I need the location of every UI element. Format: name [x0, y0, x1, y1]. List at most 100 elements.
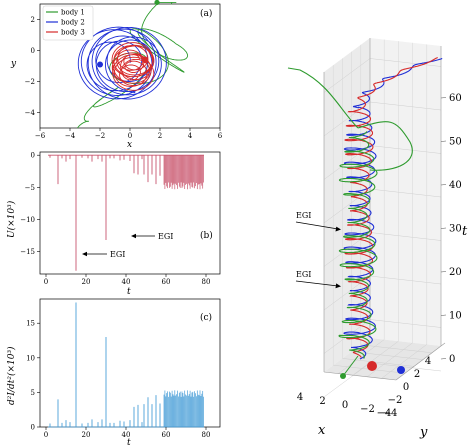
box-edge [440, 342, 446, 347]
panel-b-ylabel: U(×10³) [6, 200, 17, 238]
ytick-label: 5 [31, 389, 35, 397]
xtick-label: 60 [162, 431, 171, 439]
ytick-label: 10 [26, 354, 35, 362]
panel-c-xticks: 0 20 40 60 80 [44, 427, 211, 439]
grid-line-side [323, 319, 371, 354]
floor-grid [342, 358, 415, 367]
y-tick-label: 2 [414, 369, 420, 380]
grid-line-back [369, 58, 442, 67]
grid-line-back [369, 275, 442, 285]
x-tick-label: −2 [360, 404, 375, 415]
z-tick-mark [440, 271, 447, 273]
panel-b-spikes [48, 154, 204, 271]
grid-line-back [369, 188, 442, 198]
ytick-label: 0 [31, 424, 35, 432]
x-tick-label: −4 [383, 408, 398, 419]
panel-a-xtick-label: −6 [35, 132, 46, 140]
panel-a-xtick-label: 0 [128, 132, 132, 140]
grid-line-back [369, 362, 442, 372]
y-tick-label: −2 [388, 395, 403, 406]
z-tick-label: 30 [449, 224, 462, 235]
egi-arrowhead-3d2 [335, 283, 341, 289]
panel-b-frame [39, 151, 221, 275]
egi-arrowhead-3d1 [335, 226, 341, 232]
panel-a-xtick-label: 6 [218, 132, 223, 140]
z-tick-mark [440, 97, 447, 99]
panel-a-legend: body 1 body 2 body 3 [42, 5, 94, 41]
panel-a-curves [77, 0, 189, 129]
body3-start-marker-3d [367, 361, 377, 371]
floor [324, 338, 441, 380]
xtick-label: 60 [162, 278, 171, 286]
xtick-label: 20 [82, 278, 91, 286]
panel-b-xticks: 0 20 40 60 80 [44, 274, 210, 286]
floor-grid [360, 344, 433, 354]
x-tick-label: 2 [319, 396, 325, 407]
z-tick-label: 0 [449, 354, 455, 365]
body1-trajectory-2d [77, 1, 189, 129]
panel-3d-zticks: 0 10 20 30 40 50 60 [440, 93, 462, 365]
body2-start-marker [97, 61, 103, 68]
grid-line-back [369, 232, 442, 241]
body1-escape-3d [287, 67, 413, 171]
z-tick-mark [440, 358, 447, 360]
panel-3d-xlabel: x [318, 423, 326, 438]
z-tick-label: 40 [449, 180, 462, 191]
body1-trajectory-3d [338, 131, 378, 359]
ytick-label: −5 [25, 184, 35, 192]
panel-b-annotations: EGI EGI [82, 232, 173, 259]
body2-start-marker-3d [397, 366, 405, 374]
ytick-label: −10 [20, 216, 35, 224]
z-tick-mark [440, 314, 447, 316]
egi-arrow-3d1 [295, 221, 339, 230]
body2-trajectory-3d [343, 57, 443, 360]
panel-a-xtick-label: 2 [158, 132, 162, 140]
legend-label-body3: body 3 [61, 29, 85, 37]
ytick-label: 15 [26, 320, 35, 328]
panel-3d-curves [287, 57, 443, 379]
panel-a-label: (a) [200, 8, 212, 19]
panel-b-label: (b) [200, 230, 213, 241]
z-tick-label: 10 [449, 311, 462, 322]
egi-arrowhead-b1 [131, 233, 136, 239]
panel-c-yticks: 0 5 10 15 [26, 320, 40, 432]
panel-c-xlabel: t [127, 438, 131, 447]
panel-3d-zlabel: t [462, 224, 468, 239]
panel-3d-ylabel: y [419, 425, 428, 440]
ytick-label: −15 [20, 248, 35, 256]
panel-a-ytick-label: 2 [31, 16, 35, 24]
panel-a-xtick-label: 4 [188, 132, 193, 140]
grid-line-back [369, 319, 442, 328]
panel-c-spikes [48, 302, 204, 428]
panel-c: 0 20 40 60 80 0 5 10 15 (c) t d²I/dt²(×10³) [6, 298, 221, 447]
box-edge [395, 345, 442, 381]
panel-a-xtick-label: −2 [95, 132, 105, 140]
egi-arrow-3d2 [295, 280, 339, 287]
panel-a-xlabel: x [127, 140, 132, 150]
panel-3d-xticks: 4 2 0 −2 −4 [297, 392, 398, 419]
z-tick-mark [440, 184, 447, 186]
grid-line-side [323, 58, 371, 93]
x-tick-label: 0 [342, 400, 348, 411]
panel-c-label: (c) [200, 312, 212, 323]
body1-start-link [342, 355, 359, 377]
xtick-label: 40 [122, 431, 131, 439]
body3-start-marker [141, 56, 149, 64]
grid-line-side [323, 188, 371, 224]
xtick-label: 80 [202, 431, 211, 439]
y-tick-label: −4 [377, 408, 392, 419]
panel-a-ylabel: y [10, 59, 17, 69]
y-tick-label: 4 [425, 356, 431, 367]
panel-a-ytick-label: 0 [31, 47, 35, 55]
panel-a-xtick-label: −4 [65, 132, 76, 140]
panel-a: −6 −4 −2 0 2 4 6 2 0 −2 −4 (a) x y body 1 body 2 … [10, 0, 223, 150]
legend-label-body2: body 2 [61, 19, 85, 27]
egi-arrowhead-b2 [82, 251, 87, 257]
z-tick-mark [440, 227, 447, 229]
panel-a-xticks: −6 −4 −2 0 2 4 6 [35, 128, 223, 140]
floor-grid [381, 344, 427, 379]
body3-trajectory-2d [111, 42, 155, 91]
egi-label-b2: EGI [110, 250, 125, 259]
